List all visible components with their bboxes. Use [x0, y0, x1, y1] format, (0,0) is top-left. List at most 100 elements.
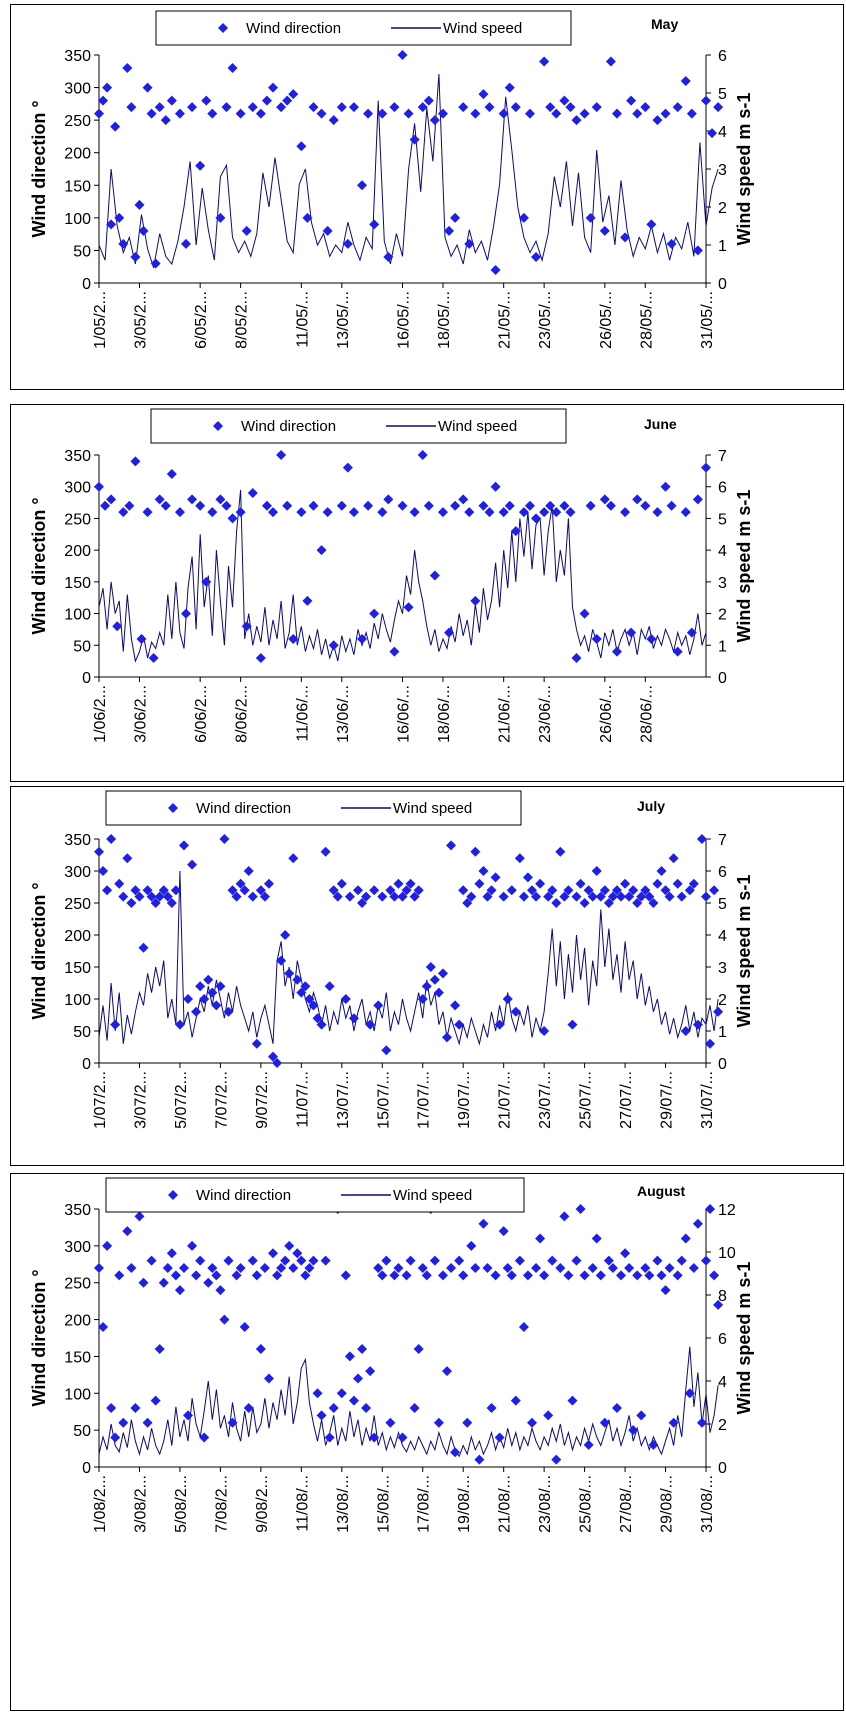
wind-direction-point	[183, 1410, 194, 1421]
legend-diamond-icon	[168, 1190, 178, 1200]
chart-panel-may: 0 50 100 150 200 250 300 350 0 1 2 3 4 5 6 1/05/2... 3/0…	[10, 4, 844, 390]
wind-direction-point	[357, 633, 368, 644]
wind-direction-point	[510, 526, 521, 537]
x-tick-label: 8/06/2...	[234, 685, 251, 743]
wind-direction-point	[531, 251, 542, 262]
wind-direction-point	[664, 891, 675, 902]
wind-direction-point	[94, 481, 104, 492]
wind-direction-point	[571, 115, 582, 126]
wind-direction-point	[626, 627, 637, 638]
wind-direction-point	[518, 507, 529, 518]
wind-direction-point	[686, 108, 697, 119]
wind-direction-point	[377, 108, 388, 119]
y-tick-label-right: 3	[718, 960, 727, 977]
x-tick-label: 25/07/...	[578, 1071, 595, 1129]
x-tick-label: 5/07/2...	[173, 1071, 190, 1129]
wind-direction-point	[308, 500, 319, 511]
wind-direction-point	[605, 56, 616, 67]
wind-direction-point	[94, 846, 104, 857]
y-tick-label-left: 300	[64, 864, 91, 881]
wind-direction-point	[444, 225, 455, 236]
wind-direction-point	[417, 102, 428, 113]
chart-month-title: May	[651, 16, 678, 32]
wind-direction-point	[531, 1262, 542, 1273]
wind-direction-point	[201, 95, 212, 106]
wind-direction-point	[134, 1211, 145, 1222]
wind-direction-point	[611, 1403, 622, 1414]
wind-direction-point	[308, 1255, 319, 1266]
wind-direction-point	[405, 878, 416, 889]
wind-direction-point	[302, 212, 313, 223]
wind-direction-point	[656, 1270, 667, 1281]
wind-direction-point	[605, 500, 616, 511]
wind-direction-point	[559, 1211, 570, 1222]
wind-direction-point	[268, 507, 279, 518]
wind-direction-point	[692, 1218, 703, 1229]
wind-direction-point	[510, 1395, 521, 1406]
wind-direction-point	[672, 878, 683, 889]
legend-label-direction: Wind direction	[196, 1187, 291, 1204]
x-tick-label: 21/06/...	[497, 685, 514, 743]
wind-direction-point	[429, 1255, 440, 1266]
y-axis-title-left: Wind direction °	[29, 497, 49, 634]
wind-direction-point	[524, 108, 535, 119]
wind-direction-point	[644, 891, 655, 902]
chart-month-title: July	[637, 798, 665, 814]
y-tick-label-left: 150	[64, 575, 91, 592]
wind-direction-point	[624, 891, 635, 902]
wind-direction-point	[389, 891, 400, 902]
wind-direction-point	[446, 840, 457, 851]
wind-direction-point	[389, 102, 400, 113]
x-tick-label: 8/05/2...	[234, 291, 251, 349]
wind-direction-point	[417, 450, 428, 460]
wind-direction-point	[187, 1240, 198, 1251]
wind-direction-point	[701, 1255, 711, 1266]
wind-direction-point	[450, 500, 461, 511]
wind-direction-point	[373, 1262, 384, 1273]
wind-direction-point	[316, 1410, 327, 1421]
wind-direction-point	[211, 1270, 222, 1281]
wind-direction-point	[551, 1454, 562, 1465]
wind-direction-point	[397, 1432, 408, 1443]
wind-direction-point	[450, 1000, 461, 1011]
wind-direction-point	[231, 1270, 242, 1281]
wind-direction-point	[490, 1270, 501, 1281]
wind-direction-point	[276, 955, 287, 966]
wind-direction-point	[701, 891, 711, 902]
wind-direction-point	[660, 885, 671, 896]
wind-direction-point	[470, 595, 481, 606]
wind-direction-point	[539, 1270, 550, 1281]
wind-direction-point	[484, 507, 495, 518]
wind-direction-point	[470, 846, 481, 857]
wind-direction-point	[599, 225, 610, 236]
x-tick-label: 21/05/...	[497, 291, 514, 349]
y-tick-label-right: 4	[718, 124, 727, 141]
y-tick-label-right: 5	[718, 896, 727, 913]
wind-direction-point	[142, 507, 153, 518]
wind-chart-july: 0 50 100 150 200 250 300 350 0 1 2 3 4 5 6 7 1/07/2... 3/…	[29, 790, 754, 1129]
wind-direction-point	[332, 891, 343, 902]
wind-direction-point	[383, 494, 394, 505]
wind-direction-point	[458, 1270, 469, 1281]
wind-direction-point	[692, 494, 703, 505]
x-tick-label: 9/07/2...	[254, 1071, 271, 1129]
wind-direction-point	[195, 981, 206, 992]
y-axis-title-right: Wind speed m s-1	[734, 490, 754, 643]
y-tick-label-left: 100	[64, 607, 91, 624]
wind-direction-point	[150, 258, 161, 269]
wind-direction-point	[263, 1373, 274, 1384]
wind-direction-point	[280, 1255, 291, 1266]
wind-direction-point	[385, 885, 396, 896]
wind-direction-point	[409, 1403, 420, 1414]
x-tick-label: 17/07/...	[416, 1071, 433, 1129]
wind-direction-point	[381, 1255, 392, 1266]
y-tick-label-right: 2	[718, 607, 727, 624]
wind-direction-point	[340, 994, 351, 1004]
legend-label-speed: Wind speed	[438, 418, 517, 435]
wind-direction-point	[640, 1262, 651, 1273]
wind-direction-point	[423, 95, 434, 106]
wind-direction-point	[150, 1395, 161, 1406]
wind-direction-point	[583, 885, 594, 896]
wind-direction-point	[423, 500, 434, 511]
wind-direction-point	[666, 500, 677, 511]
